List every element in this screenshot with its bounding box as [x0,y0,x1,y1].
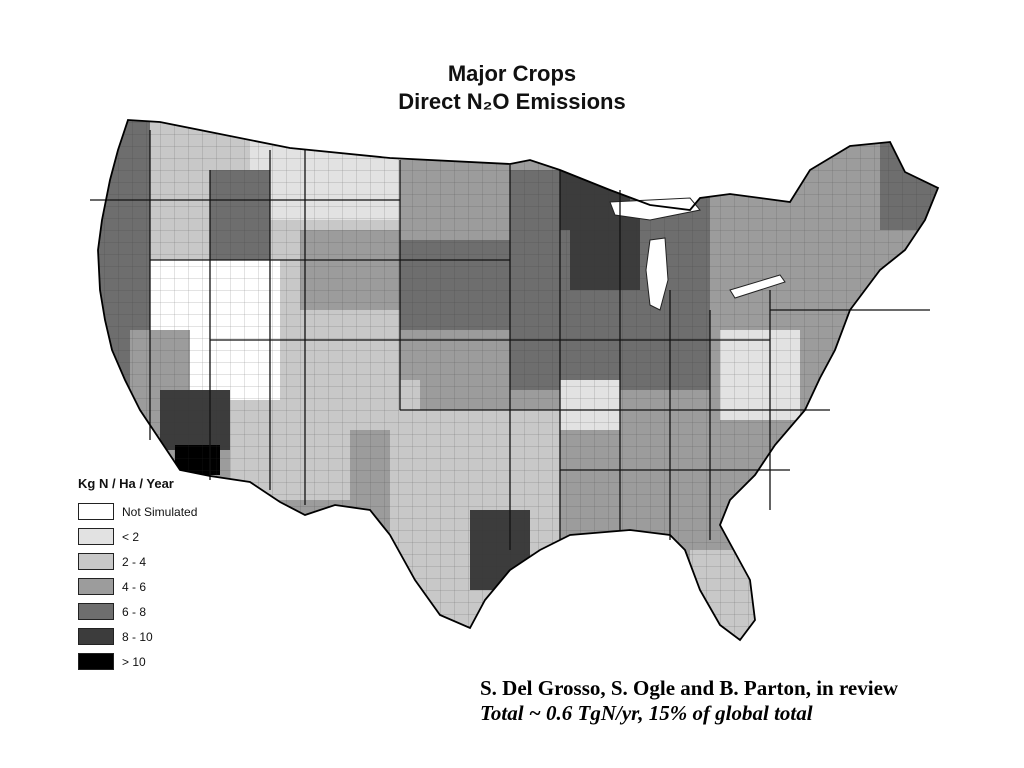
lake-erie [729,274,786,299]
legend-label: > 10 [122,654,146,669]
lake-michigan [645,237,669,311]
legend-title: Kg N / Ha / Year [78,476,174,491]
state-borders [90,130,930,550]
legend-item-8-10: 8 - 10 [78,624,197,649]
lake-superior [609,197,701,221]
legend-swatch [78,553,114,570]
legend-item-2-4: 2 - 4 [78,549,197,574]
legend-item-4-6: 4 - 6 [78,574,197,599]
legend-item-gt10: > 10 [78,649,197,674]
legend-label: 8 - 10 [122,629,153,644]
legend-label: 2 - 4 [122,554,147,569]
legend-item-lt2: < 2 [78,524,197,549]
citation-authors: S. Del Grosso, S. Ogle and B. Parton, in… [480,676,899,700]
legend-label: < 2 [122,529,140,544]
map-title-line1: Major Crops [447,61,577,86]
legend-swatch [78,528,114,545]
legend-item-6-8: 6 - 8 [78,599,197,624]
legend-swatch [78,578,114,595]
map-title-line2: Direct N₂O Emissions [398,89,626,114]
citation: S. Del Grosso, S. Ogle and B. Parton, in… [480,676,898,726]
legend-swatch [78,503,114,520]
legend-label: Not Simulated [122,504,198,519]
map-title: Major Crops Direct N₂O Emissions [262,60,762,116]
legend-swatch [78,603,114,620]
legend: Kg N / Ha / Year Not Simulated < 2 2 - 4… [78,476,197,674]
legend-swatch [78,653,114,670]
citation-total: Total ~ 0.6 TgN/yr, 15% of global total [480,701,813,725]
county-grid [98,120,938,640]
legend-item-not-simulated: Not Simulated [78,499,197,524]
legend-label: 4 - 6 [122,579,147,594]
legend-swatch [78,628,114,645]
legend-label: 6 - 8 [122,604,147,619]
us-emissions-map [90,119,939,641]
